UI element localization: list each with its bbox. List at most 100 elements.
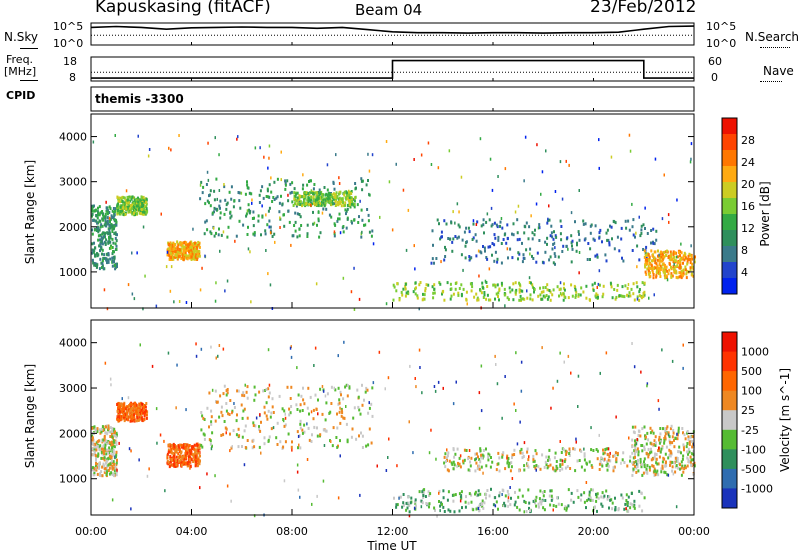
heatmap-cell	[191, 447, 194, 450]
heatmap-cell	[133, 413, 136, 417]
heatmap-cell	[679, 261, 682, 265]
heatmap-cell	[535, 495, 538, 499]
heatmap-cell	[202, 432, 205, 436]
heatmap-cell	[361, 188, 364, 192]
heatmap-cell	[144, 409, 147, 413]
heatmap-cell	[143, 405, 145, 409]
heatmap-speckle	[139, 343, 141, 347]
heatmap-cell	[313, 201, 315, 205]
nsearch-label: N.Search	[745, 30, 800, 44]
power-colorbar-label: Power [dB]	[758, 181, 772, 246]
heatmap-cell	[410, 496, 413, 500]
y-tick-label: 4000	[59, 131, 87, 144]
heatmap-cell	[470, 493, 473, 497]
heatmap-cell	[252, 210, 255, 214]
heatmap-cell	[333, 198, 336, 202]
heatmap-cell	[470, 289, 473, 293]
heatmap-cell	[492, 503, 495, 507]
heatmap-cell	[472, 236, 475, 240]
heatmap-cell	[319, 231, 322, 235]
x-tick-label: 04:00	[176, 525, 208, 538]
heatmap-cell	[97, 464, 100, 468]
heatmap-speckle	[646, 382, 649, 386]
heatmap-speckle	[495, 363, 497, 366]
heatmap-cell	[452, 460, 455, 464]
heatmap-cell	[457, 291, 460, 295]
heatmap-cell	[329, 410, 332, 414]
heatmap-speckle	[178, 134, 180, 137]
heatmap-cell	[653, 439, 656, 443]
heatmap-cell	[258, 193, 261, 197]
heatmap-cell	[267, 387, 270, 391]
heatmap-cell	[316, 223, 318, 227]
heatmap-cell	[482, 454, 485, 458]
heatmap-cell	[524, 225, 527, 229]
heatmap-cell	[537, 294, 540, 298]
heatmap-cell	[458, 462, 461, 466]
heatmap-cell	[93, 241, 95, 245]
heatmap-speckle	[290, 355, 293, 359]
heatmap-cell	[137, 208, 140, 212]
heatmap-cell	[100, 247, 103, 251]
heatmap-cell	[538, 239, 541, 242]
heatmap-speckle	[142, 225, 145, 229]
heatmap-cell	[371, 414, 374, 418]
heatmap-cell	[335, 436, 338, 439]
heatmap-cell	[110, 244, 112, 248]
heatmap-cell	[686, 430, 689, 433]
heatmap-cell	[512, 282, 515, 286]
heatmap-cell	[485, 220, 488, 224]
heatmap-cell	[188, 444, 191, 448]
heatmap-speckle	[178, 300, 181, 303]
heatmap-cell	[654, 435, 657, 439]
heatmap-cell	[365, 444, 368, 448]
heatmap-cell	[404, 285, 407, 288]
heatmap-cell	[301, 431, 304, 435]
heatmap-cell	[421, 490, 424, 494]
heatmap-cell	[636, 244, 639, 248]
heatmap-cell	[116, 209, 119, 212]
heatmap-cell	[266, 189, 269, 193]
heatmap-speckle	[166, 250, 169, 254]
heatmap-cell	[632, 467, 635, 471]
heatmap-cell	[298, 234, 301, 238]
heatmap-cell	[554, 234, 557, 238]
heatmap-cell	[496, 283, 499, 287]
heatmap-speckle	[296, 470, 299, 474]
heatmap-cell	[192, 246, 195, 250]
heatmap-cell	[103, 470, 106, 474]
heatmap-cell	[129, 412, 131, 416]
heatmap-cell	[479, 492, 482, 496]
heatmap-cell	[190, 258, 193, 261]
heatmap-cell	[263, 436, 266, 440]
heatmap-cell	[313, 183, 316, 186]
heatmap-cell	[136, 416, 139, 420]
heatmap-cell	[460, 253, 463, 257]
heatmap-speckle	[176, 363, 178, 367]
heatmap-cell	[170, 256, 173, 260]
heatmap-cell	[555, 235, 558, 239]
heatmap-cell	[344, 196, 347, 200]
heatmap-cell	[225, 427, 228, 431]
heatmap-cell	[318, 188, 321, 192]
heatmap-cell	[657, 270, 660, 274]
heatmap-cell	[366, 388, 369, 392]
heatmap-cell	[559, 232, 562, 236]
nsky-legend-line	[20, 48, 38, 49]
heatmap-cell	[680, 460, 683, 464]
heatmap-speckle	[504, 167, 507, 171]
velocity-colorbar-tick-label: -500	[741, 463, 766, 476]
heatmap-cell	[107, 469, 110, 472]
nsearch-legend-line	[760, 47, 790, 48]
heatmap-cell	[290, 190, 293, 194]
heatmap-cell	[640, 491, 643, 495]
heatmap-cell	[544, 286, 547, 289]
heatmap-cell	[664, 276, 667, 280]
heatmap-cell	[510, 465, 513, 469]
heatmap-cell	[468, 230, 471, 234]
heatmap-speckle	[438, 491, 440, 495]
heatmap-speckle	[636, 438, 638, 441]
heatmap-speckle	[130, 449, 132, 453]
heatmap-cell	[188, 247, 191, 251]
heatmap-cell	[126, 408, 128, 412]
